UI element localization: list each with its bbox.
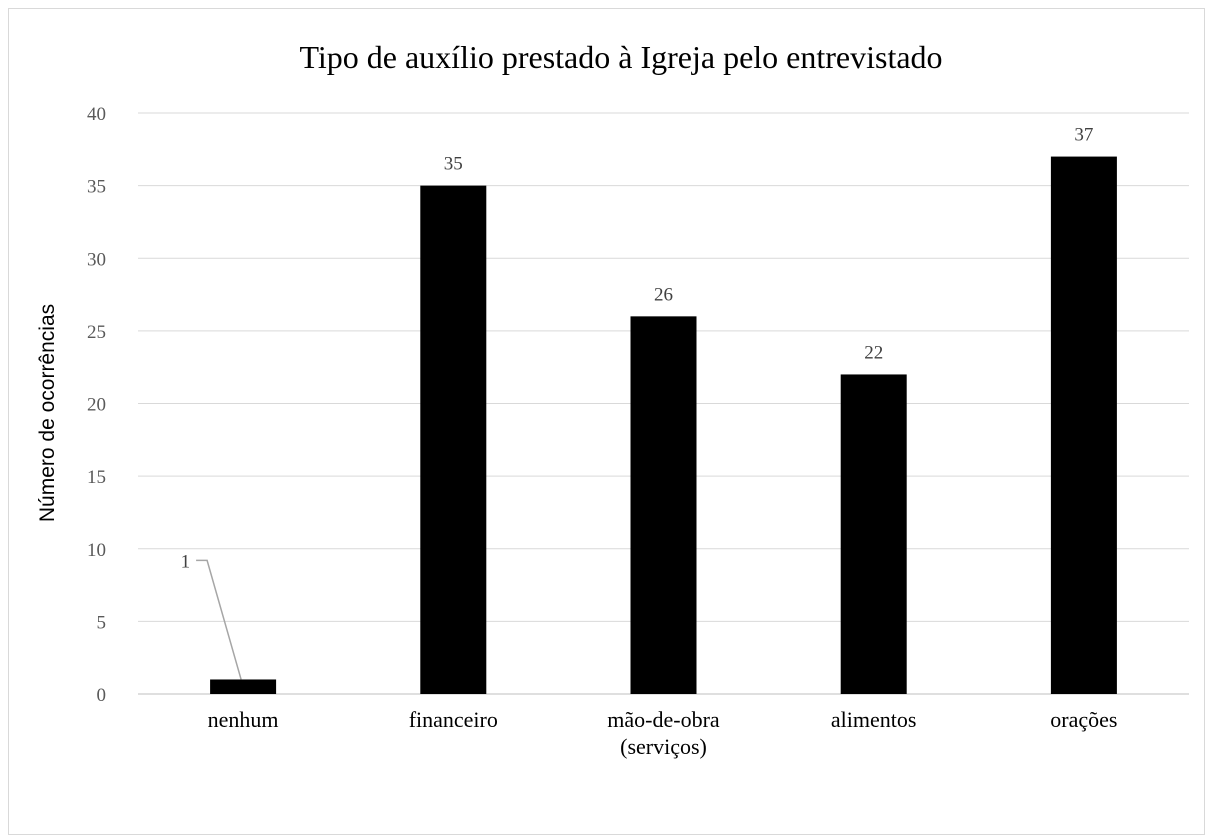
leader-line [196, 559, 242, 680]
data-label: 37 [1074, 125, 1093, 146]
data-label: 35 [444, 154, 463, 175]
y-tick-label: 25 [87, 322, 106, 343]
data-label: 22 [864, 342, 883, 363]
category-label: financeiro [409, 707, 498, 732]
category-label: mão-de-obra [607, 707, 720, 732]
y-tick-label: 10 [87, 540, 106, 561]
bar [1050, 156, 1117, 694]
category-label: alimentos [831, 707, 917, 732]
category-labels: nenhum financeiro mão-de-obra(serviços) ali… [208, 707, 1118, 759]
data-label: 1 [181, 551, 191, 572]
y-tick-label: 40 [87, 104, 106, 125]
y-tick-labels: 0 5 10 15 20 25 30 35 40 [87, 104, 106, 706]
y-tick-label: 20 [87, 395, 106, 416]
category-label: nenhum [208, 707, 279, 732]
chart-frame: Tipo de auxílio prestado à Igreja pelo e… [8, 8, 1205, 835]
y-tick-label: 5 [97, 612, 107, 633]
bar [630, 316, 697, 694]
y-axis-label: Número de ocorrências [36, 304, 59, 522]
category-label: orações [1050, 707, 1117, 732]
y-tick-label: 15 [87, 467, 106, 488]
y-tick-label: 0 [97, 685, 107, 706]
bar [210, 679, 277, 694]
bars [210, 156, 1117, 694]
bar-chart: Tipo de auxílio prestado à Igreja pelo e… [36, 39, 1189, 759]
bar [420, 185, 487, 694]
data-label: 26 [654, 284, 673, 305]
bar [840, 374, 907, 694]
data-labels: 1 35 26 22 37 [181, 125, 1093, 680]
category-label: (serviços) [620, 734, 707, 759]
y-tick-label: 30 [87, 249, 106, 270]
chart-title: Tipo de auxílio prestado à Igreja pelo e… [299, 39, 942, 75]
y-tick-label: 35 [87, 177, 106, 198]
